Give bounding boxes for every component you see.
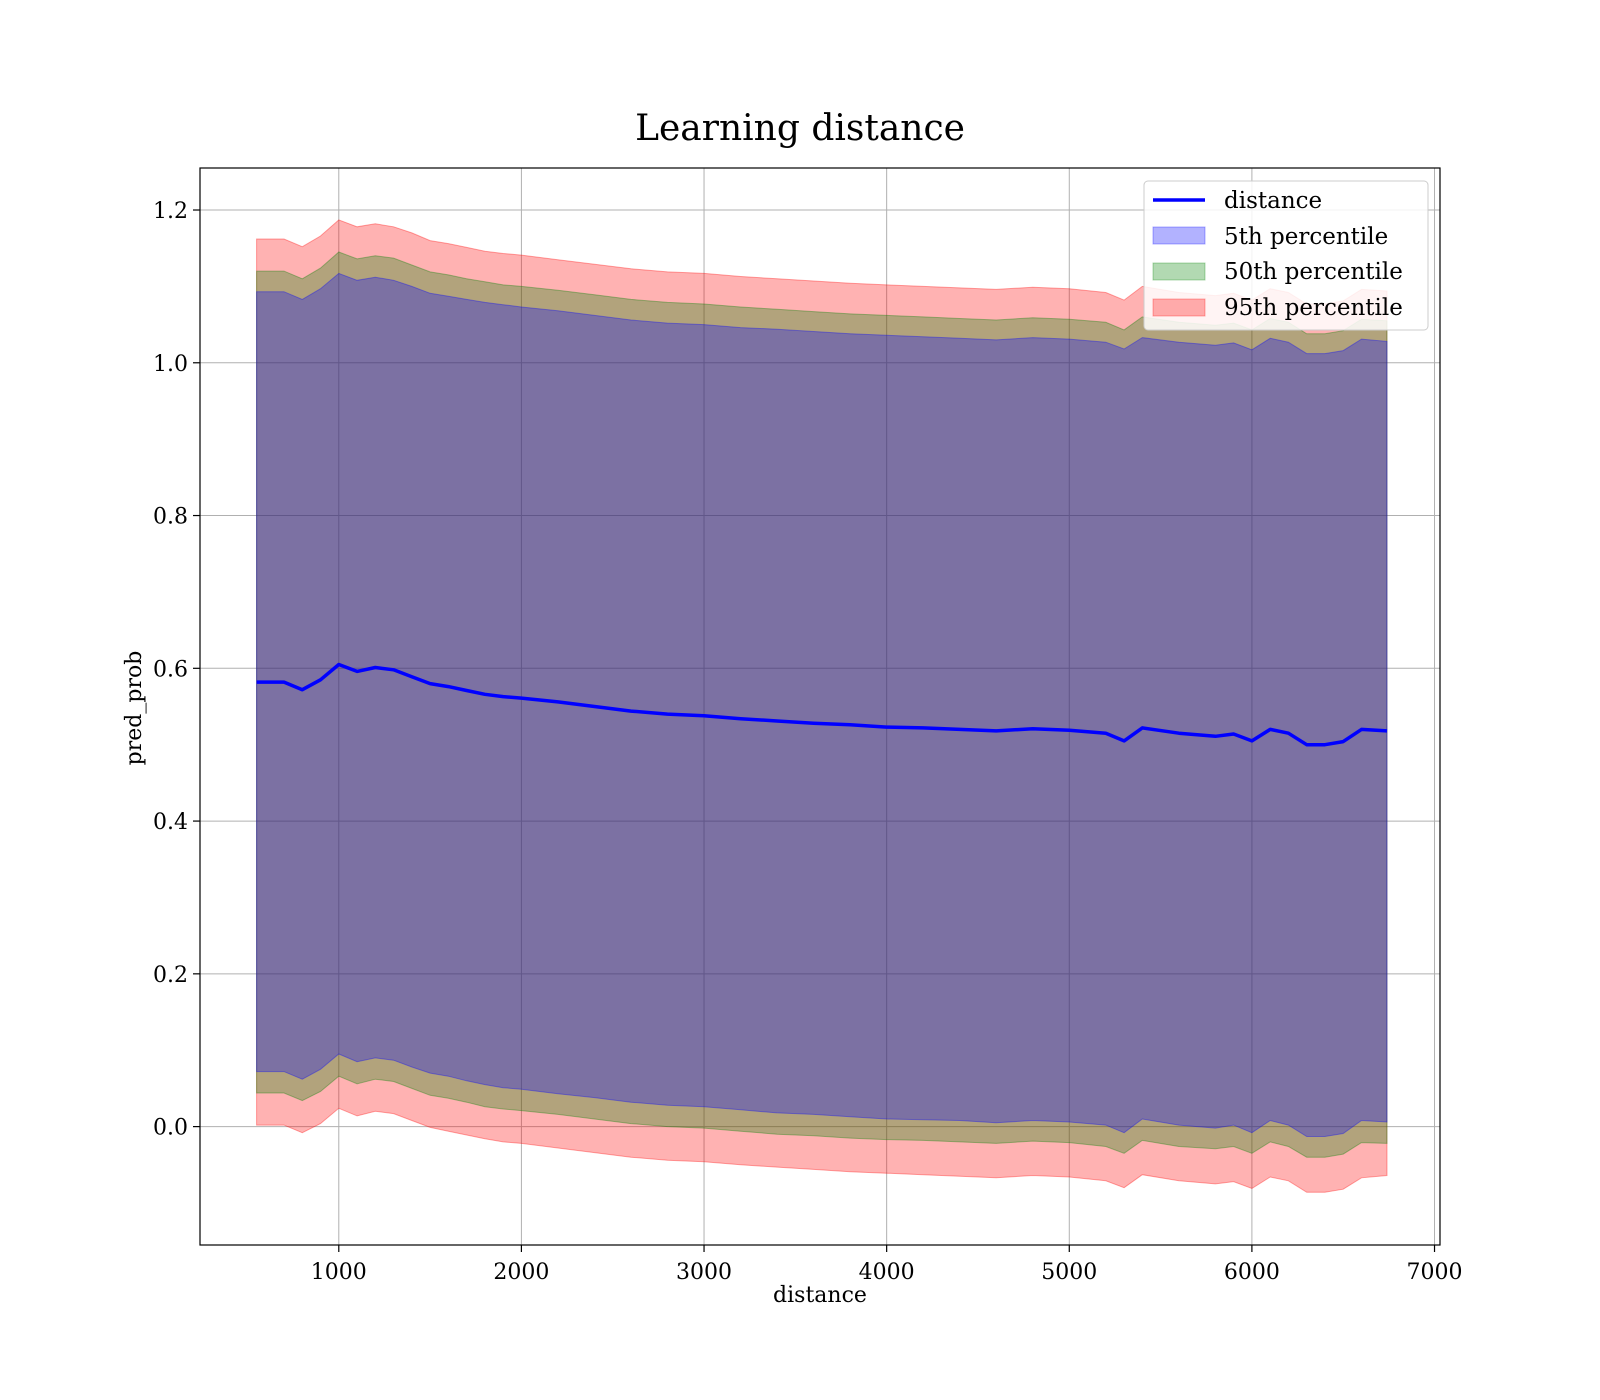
plot-frame: [199, 167, 1441, 1246]
legend-label-50th: 50th percentile: [1224, 259, 1403, 285]
y-tick-label: 0.0: [153, 1116, 188, 1141]
x-axis-label: distance: [773, 1283, 867, 1308]
legend: distance 5th percentile 50th percentile …: [1143, 180, 1429, 331]
distance-line-layer: [256, 662, 1388, 747]
y-tick-label: 0.6: [153, 657, 188, 682]
x-tick-label: 5000: [1041, 1260, 1097, 1285]
chart-title: Learning distance: [635, 108, 965, 149]
y-tick-label: 0.8: [153, 505, 188, 530]
y-tick-label: 0.2: [153, 963, 188, 988]
legend-swatch-95th: [1152, 298, 1206, 317]
band-5th-percentile: [256, 272, 1388, 1137]
y-tick-label: 0.4: [153, 810, 188, 835]
percentile-bands: [256, 219, 1388, 1193]
y-axis-ticks: 0.0 0.2 0.4 0.6 0.8 1.0 1.2: [153, 199, 200, 1141]
x-tick-label: 4000: [859, 1260, 915, 1285]
x-tick-label: 1000: [311, 1260, 367, 1285]
x-tick-label: 3000: [676, 1260, 732, 1285]
legend-swatch-5th: [1152, 226, 1206, 245]
legend-label-distance: distance: [1224, 188, 1322, 214]
y-tick-label: 1.0: [153, 352, 188, 377]
band-50th-percentile: [256, 251, 1388, 1158]
y-tick-label: 1.2: [153, 199, 188, 224]
legend-swatch-50th: [1152, 262, 1206, 281]
legend-label-95th: 95th percentile: [1224, 295, 1403, 321]
y-axis-label: pred_prob: [122, 651, 147, 766]
legend-frame: [1143, 180, 1429, 331]
legend-label-5th: 5th percentile: [1224, 224, 1388, 250]
x-tick-label: 7000: [1407, 1260, 1463, 1285]
band-95th-percentile: [256, 219, 1388, 1193]
x-axis-ticks: 1000 2000 3000 4000 5000 6000 7000: [311, 1245, 1463, 1285]
distance-line: [256, 662, 1388, 747]
x-tick-label: 6000: [1224, 1260, 1280, 1285]
x-tick-label: 2000: [493, 1260, 549, 1285]
